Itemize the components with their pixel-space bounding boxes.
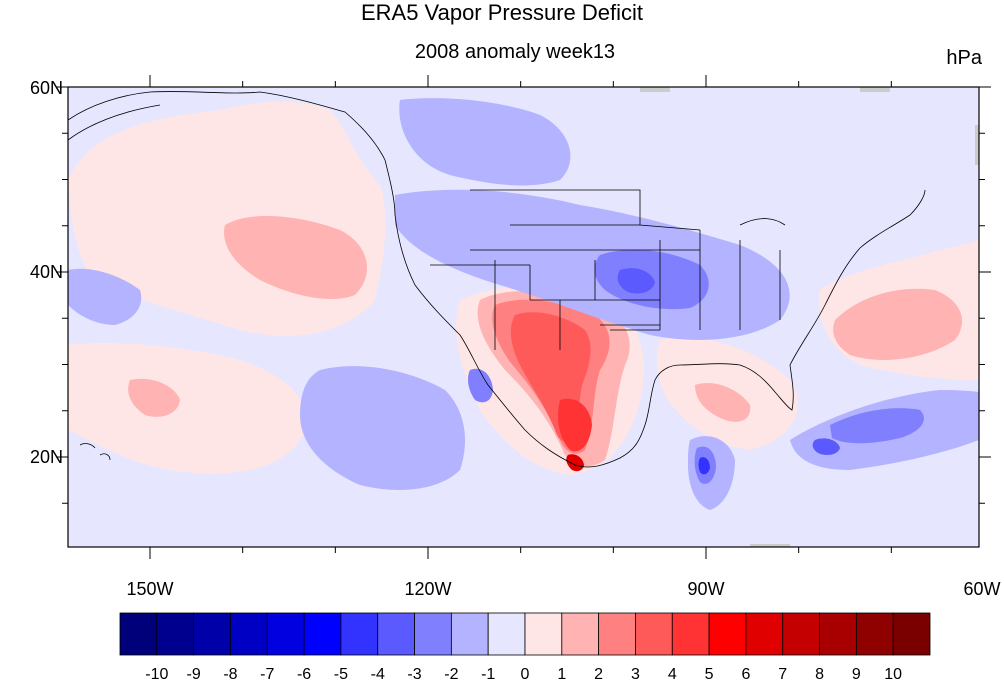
colorbar-label: -7: [260, 666, 274, 681]
atlantic-negative-core: [830, 408, 924, 444]
hawaii-coastline: [79, 443, 111, 461]
coastlines: [68, 91, 926, 468]
colorbar: -10 -9 -8 -7 -6 -5 -4 -3 -2 -1 0 1 2 3 4 5 6 7 8 9 10: [119, 612, 931, 681]
plains-negative-peak: [617, 268, 655, 294]
lat-label-60n: 60N: [30, 78, 63, 98]
colorbar-swatch: [892, 612, 931, 656]
colorbar-label: -8: [223, 666, 237, 681]
plot-frame: [67, 86, 980, 548]
colorbar-label: 7: [778, 666, 787, 681]
pacific-south-positive-region: [68, 343, 306, 474]
colorbar-label: -9: [187, 666, 201, 681]
colorbar-swatch: [819, 612, 857, 656]
colorbar-swatch: [745, 612, 784, 656]
colorbar-label: 1: [557, 666, 566, 681]
north-america-coastline: [68, 91, 926, 468]
missing-data-strip: [860, 87, 890, 92]
missing-data-strip: [750, 544, 790, 547]
colorbar-label: -6: [297, 666, 311, 681]
colorbar-swatch: [855, 612, 894, 656]
colorbar-label: -10: [145, 666, 168, 681]
pacific-southwest-negative-region: [300, 366, 465, 490]
colorbar-swatch: [156, 612, 195, 656]
missing-data-strip: [640, 87, 670, 92]
colorbar-swatch: [450, 612, 489, 656]
lat-label-40n: 40N: [30, 262, 63, 282]
colorbar-swatch: [635, 612, 673, 656]
lon-label-150w: 150W: [126, 579, 173, 599]
units-label: hPa: [946, 47, 982, 69]
colorbar-swatch: [266, 612, 305, 656]
atlantic-positive-core: [833, 288, 963, 360]
colorbar-swatch: [377, 612, 415, 656]
colorbar-swatch: [671, 612, 710, 656]
map-title: ERA5 Vapor Pressure Deficit: [360, 0, 644, 25]
colorbar-swatch: [524, 612, 563, 656]
great-lakes-outline: [739, 218, 786, 226]
baja-negative-core: [467, 368, 493, 403]
hawaii-positive-core: [128, 378, 180, 417]
colorbar-swatch: [708, 612, 747, 656]
lon-label-90w: 90W: [687, 579, 724, 599]
colorbar-label: 6: [741, 666, 750, 681]
colorbar-label: -2: [444, 666, 458, 681]
colorbar-label: 9: [852, 666, 861, 681]
colorbar-label: 2: [594, 666, 603, 681]
colorbar-swatch: [782, 612, 820, 656]
gulf-positive-core: [695, 382, 751, 422]
pacific-positive-core: [224, 215, 367, 300]
map-subtitle: 2008 anomaly week13: [414, 41, 616, 63]
colorbar-swatch: [414, 612, 452, 656]
atlantic-negative-peak: [812, 438, 840, 456]
colorbar-swatch: [561, 612, 600, 656]
colorbar-swatch: [487, 612, 526, 656]
colorbar-label: 5: [705, 666, 714, 681]
mexico-positive-max: [566, 454, 584, 472]
colorbar-label: -4: [371, 666, 385, 681]
eastern-pacific-negative-region: [68, 268, 142, 325]
colorbar-label: 0: [521, 666, 530, 681]
lat-label-20n: 20N: [30, 447, 63, 467]
colorbar-label: -5: [334, 666, 348, 681]
alaska-coastline: [68, 104, 161, 141]
colorbar-swatch: [230, 612, 268, 656]
lon-label-120w: 120W: [404, 579, 451, 599]
colorbar-label: 8: [815, 666, 824, 681]
mexico-positive-peak: [558, 398, 592, 452]
colorbar-swatch: [340, 612, 379, 656]
missing-data-strip: [975, 125, 979, 165]
colorbar-label: 3: [631, 666, 640, 681]
colorbar-swatch: [119, 612, 158, 656]
state-boundaries: [430, 189, 781, 350]
colorbar-swatch: [598, 612, 636, 656]
colorbar-label: -3: [407, 666, 421, 681]
colorbar-label: 4: [668, 666, 677, 681]
colorbar-swatch: [193, 612, 231, 656]
alaska-negative-region: [399, 98, 571, 186]
colorbar-swatch: [303, 612, 342, 656]
lon-label-60w: 60W: [963, 579, 1000, 599]
colorbar-label: -1: [481, 666, 495, 681]
anomaly-field: [68, 87, 979, 547]
axis-ticks: [56, 75, 991, 559]
colorbar-label: 10: [884, 666, 902, 681]
gulf-negative-peak: [698, 457, 710, 475]
